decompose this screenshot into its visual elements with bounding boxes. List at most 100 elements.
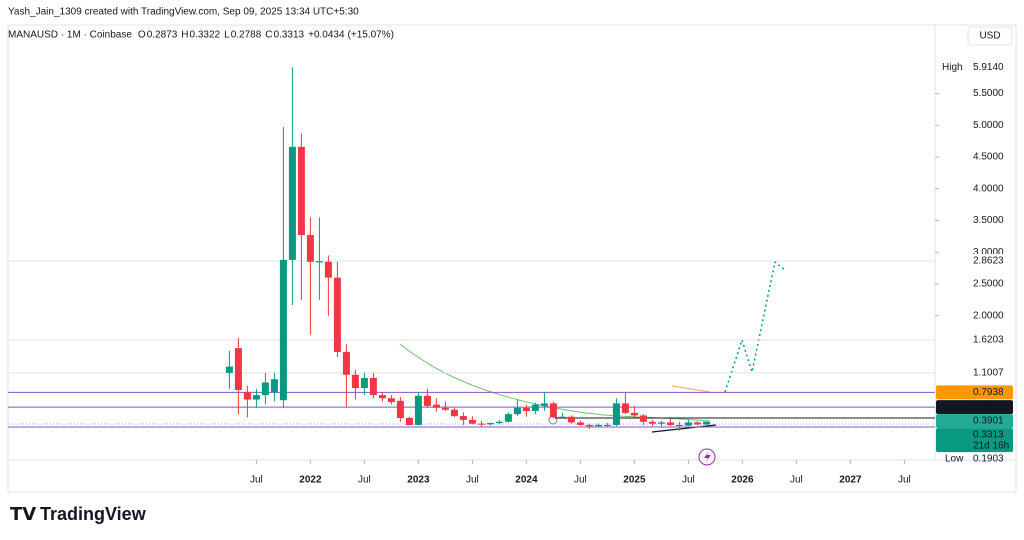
candle-body (594, 424, 602, 427)
candle-body (630, 412, 638, 416)
price-label: 0.7938 (973, 387, 1004, 398)
credit: Yash_Jain_1309 created with TradingView.… (8, 7, 359, 18)
last-price: 0.3313 (973, 430, 1004, 441)
y-tick-label: 3.0000 (973, 247, 1004, 258)
currency[interactable]: USD (979, 31, 1000, 42)
candle-body (468, 419, 476, 424)
candle-body (270, 379, 278, 392)
trend-line (671, 385, 711, 393)
candle-body (414, 395, 422, 425)
candle-body (657, 422, 665, 424)
price-label-box (936, 253, 1013, 268)
y-tick-label: 3.5000 (973, 215, 1004, 226)
price-label: 0.3901 (973, 416, 1004, 427)
candle-body (477, 423, 485, 425)
candle-body (531, 404, 539, 411)
candle-body (693, 422, 701, 425)
frame (7, 24, 1017, 493)
x-tick-label: Jul (574, 475, 587, 486)
countdown: 21d 16h (973, 441, 1009, 452)
logo-mark: 𝗧𝗩 (10, 504, 36, 524)
candle-body (684, 422, 692, 426)
candle-body (369, 377, 377, 396)
legend-text: H (181, 30, 188, 41)
x-tick-label: 2026 (731, 475, 754, 486)
candle-body (234, 348, 242, 391)
candle-body (396, 400, 404, 418)
candle-body (252, 395, 260, 400)
trend-line (651, 424, 717, 433)
price-label: 1.1007 (973, 367, 1004, 378)
x-tick-label: Jul (790, 475, 803, 486)
x-tick-label: 2025 (623, 475, 646, 486)
y-tick-label: 4.0000 (973, 183, 1004, 194)
candle-body (288, 146, 296, 260)
high-value: 5.9140 (973, 62, 1004, 73)
candle-body (558, 416, 566, 418)
price-label-box (936, 385, 1013, 400)
price-label-box (936, 332, 1013, 347)
candle-body (360, 377, 368, 389)
low-value: 0.1903 (973, 454, 1004, 465)
y-tick-label: 5.5000 (973, 88, 1004, 99)
price-label-box (936, 428, 1013, 453)
legend-text: L (224, 30, 230, 41)
candle-body (612, 403, 620, 425)
candle-body (675, 424, 683, 426)
candle-body (603, 424, 611, 426)
candle-body (549, 403, 557, 418)
candle-body (324, 261, 332, 278)
candle-body (513, 407, 521, 415)
price-label-box (936, 400, 1013, 415)
projection (724, 260, 786, 393)
candle-body (351, 374, 359, 389)
legend-text: +0.0434 (308, 30, 345, 41)
candle-body (405, 417, 413, 425)
candle-body (297, 146, 305, 236)
candle-body (243, 391, 251, 400)
candle-body (576, 422, 584, 425)
price-label: 2.8623 (973, 256, 1004, 267)
candle-body (315, 261, 323, 263)
legend-text: 0.2873 (147, 30, 178, 41)
candle-body (225, 366, 233, 373)
candle-body (342, 351, 350, 375)
x-tick-label: 2022 (299, 475, 322, 486)
candle-body (648, 421, 656, 424)
x-tick-label: 2024 (515, 475, 538, 486)
candle-body (441, 407, 449, 410)
candle-body (504, 414, 512, 422)
candle-body (666, 422, 674, 425)
candle-body (432, 404, 440, 408)
candle-body (522, 407, 530, 411)
candle-body (486, 423, 494, 425)
x-tick-label: 2023 (407, 475, 430, 486)
price-label: 1.6203 (973, 334, 1004, 345)
y-tick-label: 4.5000 (973, 152, 1004, 163)
low-name: Low (945, 454, 964, 465)
legend-text: (+15.07%) (348, 30, 394, 41)
currency-box[interactable] (967, 26, 1013, 46)
candle-body (621, 403, 629, 413)
x-tick-label: Jul (466, 475, 479, 486)
legend-text: 0.2788 (231, 30, 262, 41)
logo: TradingView (40, 504, 147, 524)
candle-body (378, 395, 386, 399)
x-tick-label: Jul (250, 475, 263, 486)
price-label-box (936, 414, 1013, 429)
price-label: 0.5612 (973, 402, 1004, 413)
candle-body (585, 424, 593, 427)
candle-body (639, 415, 647, 422)
candle-body (333, 277, 341, 352)
legend-text: 0.3322 (190, 30, 221, 41)
x-tick-label: 2027 (839, 475, 862, 486)
candle-body (423, 395, 431, 406)
candle-body (459, 416, 467, 420)
price-label-box (936, 365, 1013, 380)
legend-text: C (265, 30, 272, 41)
y-tick-label: 2.0000 (973, 310, 1004, 321)
candle-body (702, 421, 710, 425)
candle-body (567, 416, 575, 423)
